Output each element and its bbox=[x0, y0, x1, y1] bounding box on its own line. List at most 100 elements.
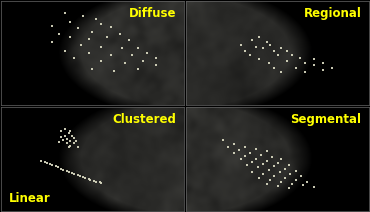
Point bbox=[153, 64, 159, 67]
Point bbox=[117, 32, 122, 36]
Point bbox=[60, 168, 66, 171]
Point bbox=[311, 186, 317, 189]
Point bbox=[104, 36, 110, 39]
Point bbox=[264, 159, 270, 163]
Point bbox=[49, 164, 55, 167]
Point bbox=[271, 174, 277, 177]
Point bbox=[320, 68, 326, 71]
Point bbox=[220, 139, 226, 142]
Point bbox=[249, 39, 255, 42]
Point bbox=[108, 53, 114, 57]
Point bbox=[71, 137, 77, 140]
Point bbox=[78, 43, 84, 46]
Point bbox=[67, 36, 73, 39]
Point bbox=[278, 157, 284, 161]
Point bbox=[242, 49, 248, 53]
Point bbox=[248, 151, 253, 155]
Point bbox=[271, 49, 277, 53]
Point bbox=[57, 32, 63, 36]
Point bbox=[64, 142, 70, 145]
Point bbox=[238, 157, 244, 161]
Point bbox=[278, 46, 284, 49]
Point bbox=[58, 135, 64, 139]
Point bbox=[242, 154, 248, 158]
Point bbox=[67, 144, 73, 147]
Text: Regional: Regional bbox=[304, 7, 361, 20]
Point bbox=[98, 22, 104, 25]
Point bbox=[275, 53, 281, 57]
Point bbox=[320, 62, 326, 65]
Point bbox=[297, 56, 303, 60]
Point bbox=[60, 139, 66, 142]
Point bbox=[300, 184, 306, 187]
Point bbox=[86, 38, 92, 41]
Point bbox=[238, 43, 244, 46]
Point bbox=[293, 66, 299, 69]
Point bbox=[225, 145, 231, 148]
Point bbox=[111, 69, 117, 72]
Point bbox=[236, 148, 242, 151]
Point bbox=[65, 170, 71, 173]
Point bbox=[284, 49, 290, 53]
Point bbox=[268, 43, 273, 46]
Point bbox=[249, 170, 255, 173]
Point bbox=[75, 173, 81, 176]
Point bbox=[64, 138, 70, 141]
Point bbox=[86, 51, 92, 55]
Point bbox=[57, 141, 63, 144]
Point bbox=[93, 18, 99, 21]
Point bbox=[49, 24, 55, 27]
Point bbox=[98, 181, 104, 185]
Point bbox=[266, 62, 272, 65]
Point bbox=[256, 176, 262, 180]
Point bbox=[126, 39, 132, 42]
Point bbox=[62, 11, 68, 15]
Point bbox=[284, 60, 290, 63]
Point bbox=[135, 46, 141, 49]
Point bbox=[80, 15, 86, 18]
Point bbox=[244, 164, 250, 167]
Point bbox=[77, 174, 83, 177]
Point bbox=[264, 41, 270, 44]
Point bbox=[97, 180, 102, 184]
Point bbox=[67, 140, 73, 143]
Point bbox=[71, 56, 77, 60]
Point bbox=[75, 26, 81, 29]
Point bbox=[231, 143, 237, 146]
Point bbox=[82, 176, 88, 180]
Point bbox=[268, 178, 273, 182]
Point bbox=[98, 45, 104, 48]
Point bbox=[62, 127, 68, 131]
Point bbox=[98, 60, 104, 63]
Point bbox=[93, 180, 99, 184]
Point bbox=[49, 41, 55, 44]
Point bbox=[275, 162, 281, 165]
Point bbox=[311, 57, 317, 61]
Point bbox=[287, 172, 293, 176]
Point bbox=[65, 145, 71, 148]
Point bbox=[260, 163, 266, 166]
Point bbox=[302, 62, 308, 65]
Point bbox=[69, 134, 75, 138]
Text: Clustered: Clustered bbox=[112, 113, 176, 126]
Point bbox=[55, 166, 61, 169]
Point bbox=[264, 183, 270, 186]
Point bbox=[69, 171, 75, 174]
Point bbox=[264, 149, 270, 152]
Point bbox=[88, 178, 94, 182]
Point bbox=[311, 64, 317, 67]
Point bbox=[278, 70, 284, 73]
Point bbox=[58, 129, 64, 132]
Point bbox=[62, 49, 68, 53]
Point bbox=[231, 151, 237, 155]
Point bbox=[42, 160, 48, 164]
Point bbox=[256, 57, 262, 61]
Point bbox=[282, 176, 288, 180]
Point bbox=[91, 179, 97, 183]
Point bbox=[271, 165, 277, 168]
Point bbox=[255, 166, 260, 169]
Text: Linear: Linear bbox=[9, 192, 50, 205]
Point bbox=[141, 60, 147, 63]
Point bbox=[65, 131, 71, 135]
Point bbox=[90, 30, 95, 34]
